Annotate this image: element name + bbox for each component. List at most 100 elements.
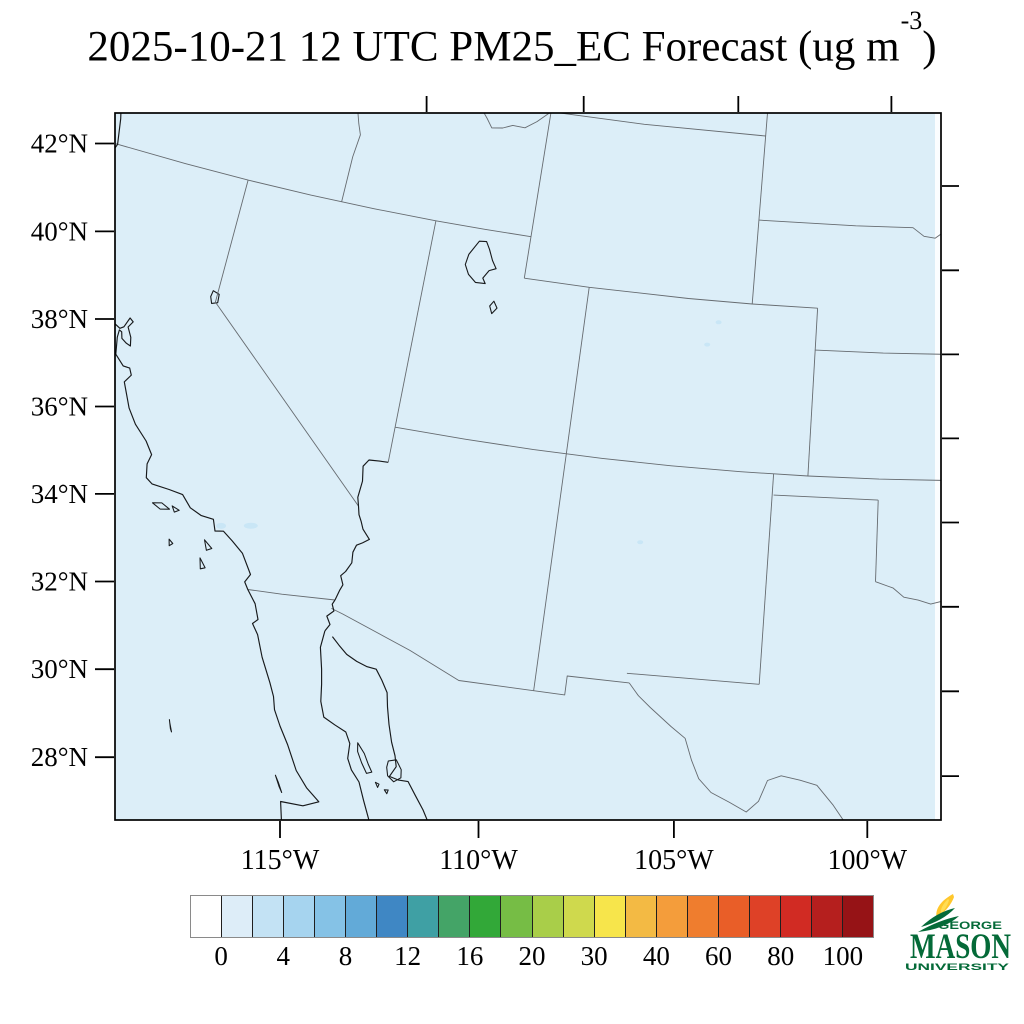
longitude-tick-label: 100°W	[827, 845, 907, 876]
coastline	[115, 113, 320, 820]
state-border-line	[483, 113, 551, 129]
pm25-speck	[637, 540, 644, 545]
island-outline	[383, 789, 389, 795]
colorbar-tick-label: 16	[456, 941, 484, 971]
colorbar-tick-label: 40	[642, 941, 670, 971]
colorbar-cell	[748, 896, 780, 937]
state-border-line	[565, 287, 590, 454]
colorbar-cell	[345, 896, 377, 937]
state-border-line	[387, 427, 396, 463]
state-border-line	[394, 220, 437, 428]
lake-outline	[464, 240, 497, 285]
lake-outline	[489, 300, 498, 315]
colorbar-cell	[283, 896, 315, 937]
state-border-line	[758, 473, 775, 685]
colorbar-cell	[562, 896, 594, 937]
pm25-field-fill	[115, 113, 941, 820]
domain-edge-strip	[935, 113, 941, 820]
colorbar-cell	[221, 896, 253, 937]
colorbar-cell	[407, 896, 439, 937]
latitude-tick-label: 42°N	[31, 129, 88, 159]
colorbar-labels: 0 4 8 12 16 20 30 40 60 80 100	[190, 941, 874, 977]
longitude-tick-label: 105°W	[634, 845, 714, 876]
island-outline	[357, 742, 373, 774]
colorbar-cell	[655, 896, 687, 937]
colorbar-tick-label: 8	[338, 941, 353, 971]
state-border-line	[523, 113, 552, 279]
colorbar-cell	[500, 896, 532, 937]
colorbar-cell	[469, 896, 501, 937]
island-outline	[151, 502, 171, 510]
colorbar-cell	[531, 896, 563, 937]
state-border-line	[533, 453, 567, 692]
map-canvas	[115, 113, 941, 820]
island-outline	[274, 774, 283, 794]
colorbar-tick-label: 12	[394, 941, 422, 971]
pm25-speck	[243, 522, 258, 529]
figure-title-text: 2025-10-21 12 UTC PM25_EC Forecast (ug m	[87, 23, 900, 71]
island-outline	[199, 557, 206, 570]
figure-title: 2025-10-21 12 UTC PM25_EC Forecast (ug m…	[0, 6, 1024, 71]
state-border-line	[331, 607, 630, 696]
state-border-line	[807, 308, 819, 477]
latitude-tick-label: 40°N	[31, 216, 88, 246]
state-border-line	[395, 426, 941, 481]
latitude-tick-label: 28°N	[31, 742, 88, 772]
state-border-line	[524, 277, 818, 309]
state-border-line	[626, 672, 760, 685]
state-border-line	[214, 179, 249, 303]
longitude-tick-label: 115°W	[241, 845, 320, 876]
state-border-line	[341, 113, 361, 203]
coastline	[319, 630, 370, 820]
colorbar-cell	[593, 896, 625, 937]
island-outline	[168, 719, 173, 733]
latitude-tick-label: 30°N	[31, 654, 88, 684]
state-border-line	[115, 143, 532, 238]
longitude-tick-label: 110°W	[439, 845, 518, 876]
coastline	[324, 599, 336, 632]
colorbar	[190, 895, 874, 938]
island-outline	[171, 505, 180, 513]
logo-university-text: UNIVERSITY	[905, 962, 1009, 972]
coastline	[331, 636, 428, 820]
colorbar-cell	[314, 896, 346, 937]
state-border-line	[628, 682, 844, 820]
colorbar-tick-label: 30	[580, 941, 608, 971]
map-frame	[114, 112, 942, 821]
island-outline	[203, 539, 213, 551]
logo-mason-text: MASON	[910, 926, 1011, 966]
logo-flame-icon	[918, 894, 959, 932]
lake-outline	[210, 290, 220, 304]
coastline	[334, 459, 389, 601]
colorbar-cell	[252, 896, 284, 937]
state-border-line	[751, 113, 768, 305]
state-border-line	[247, 589, 336, 601]
latitude-tick-label: 34°N	[31, 479, 88, 509]
latitude-tick-label: 36°N	[31, 392, 88, 422]
state-border-line	[815, 349, 941, 355]
latitude-tick-label: 32°N	[31, 567, 88, 597]
pm25-speck	[704, 342, 711, 347]
colorbar-tick-label: 20	[518, 941, 546, 971]
colorbar-cell	[376, 896, 408, 937]
state-border-line	[875, 500, 879, 582]
figure-title-exponent: -3	[900, 6, 923, 35]
colorbar-cell	[686, 896, 718, 937]
colorbar-cell	[810, 896, 842, 937]
island-outline	[374, 781, 380, 788]
figure-title-close: )	[922, 23, 937, 71]
colorbar-cell	[717, 896, 749, 937]
colorbar-cell	[841, 896, 874, 937]
colorbar-cell	[191, 896, 222, 937]
logo-george-text: GEORGE	[938, 920, 1002, 932]
colorbar-cell	[779, 896, 811, 937]
colorbar-tick-label: 100	[822, 941, 864, 971]
latitude-tick-label: 38°N	[31, 304, 88, 334]
state-border-line	[556, 113, 766, 137]
colorbar-tick-label: 80	[767, 941, 795, 971]
state-border-line	[875, 581, 941, 605]
colorbar-tick-label: 60	[705, 941, 733, 971]
colorbar-tick-label: 4	[276, 941, 291, 971]
colorbar-tick-label: 0	[214, 941, 228, 971]
